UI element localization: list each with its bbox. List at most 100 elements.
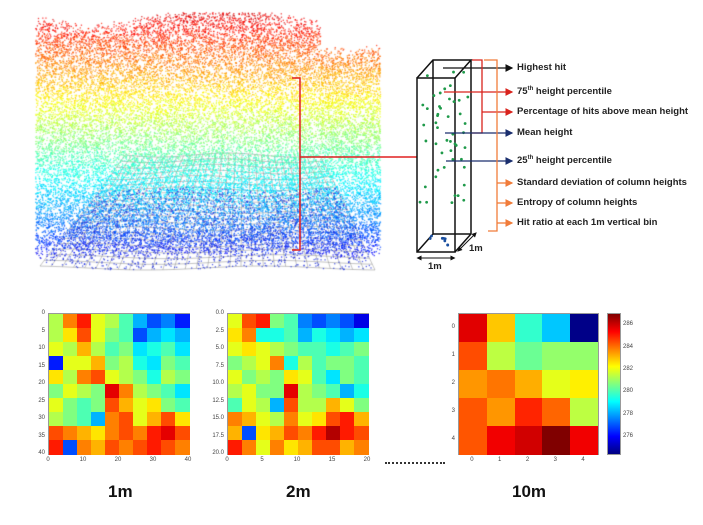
label-75th-percentile: 75th height percentile xyxy=(517,86,612,97)
x-tick-label: 2 xyxy=(525,457,530,463)
heatmap-cell xyxy=(119,314,134,329)
heatmap-2m xyxy=(227,313,369,455)
heatmap-cell xyxy=(105,370,120,385)
ground-point xyxy=(443,239,447,243)
x-tick-label: 1 xyxy=(498,457,502,463)
heatmap-cell xyxy=(119,356,134,371)
y-tick-label: 5 xyxy=(41,327,45,334)
x-tick-label: 10 xyxy=(79,457,87,463)
heatmap-cell xyxy=(228,328,243,343)
heatmap-cell xyxy=(91,342,106,357)
lidar-point-cloud xyxy=(30,0,400,280)
y-tick-label: 35 xyxy=(38,432,45,439)
heatmap-cell xyxy=(340,314,355,329)
column-point xyxy=(453,194,457,198)
y-tick-label: 0 xyxy=(41,310,45,316)
heatmap-cell xyxy=(312,384,327,399)
heatmap-cell xyxy=(175,398,190,413)
column-point xyxy=(462,183,466,187)
heatmap-cell xyxy=(133,356,148,371)
label-highest-hit: Highest hit xyxy=(517,62,567,73)
heatmap-cell xyxy=(63,356,78,371)
heatmap-cell xyxy=(161,426,176,441)
heatmap-cell xyxy=(77,398,92,413)
heatmap-cell xyxy=(326,398,341,413)
heatmap-cell xyxy=(284,398,299,413)
column-point xyxy=(450,201,454,205)
heatmap-cell xyxy=(133,412,148,427)
heatmap-cell xyxy=(284,412,299,427)
label-25th-sup: th xyxy=(527,155,534,161)
column-diagram xyxy=(292,59,514,261)
heatmap-cell xyxy=(570,370,599,399)
column-point xyxy=(449,149,453,153)
column-point xyxy=(438,91,442,95)
label-pct-above-mean: Percentage of hits above mean height xyxy=(517,106,689,117)
heatmap-cell xyxy=(147,398,162,413)
heatmap-cell xyxy=(354,314,369,329)
label-25th-percentile: 25th height percentile xyxy=(517,155,612,166)
heatmap-cell xyxy=(228,412,243,427)
heatmap-cell xyxy=(63,314,78,329)
column-point xyxy=(422,123,426,127)
heatmap-cell xyxy=(354,412,369,427)
heatmap-cell xyxy=(119,412,134,427)
heatmap-cell xyxy=(91,328,106,343)
heatmap-cell xyxy=(298,426,313,441)
heatmap-cell xyxy=(147,370,162,385)
ground-point xyxy=(428,237,432,240)
column-points xyxy=(418,70,470,247)
heatmap-cell xyxy=(49,328,64,343)
column-point xyxy=(425,107,429,111)
y-tick-label: 40 xyxy=(38,450,45,456)
x-tick-label: 10 xyxy=(293,457,301,463)
heatmap-cell xyxy=(175,370,190,385)
heatmap-cell xyxy=(49,426,64,441)
heatmap-cell xyxy=(570,314,599,343)
heatmap-cell xyxy=(161,370,176,385)
column-point xyxy=(452,100,456,104)
y-tick-label: 1 xyxy=(451,352,455,358)
x-tick-label: 0 xyxy=(470,457,474,463)
label-75th-number: 75 xyxy=(517,86,528,98)
ground-point xyxy=(442,236,446,240)
heatmap-cell xyxy=(340,328,355,343)
heatmap-cell xyxy=(147,440,162,455)
heatmap-cell xyxy=(105,412,120,427)
column-point xyxy=(424,139,428,143)
heatmap-cell xyxy=(175,314,190,329)
heatmap-cell xyxy=(298,342,313,357)
y-tick-label: 15.0 xyxy=(212,415,224,421)
y-tick-label: 25 xyxy=(38,397,45,404)
heatmap-cell xyxy=(119,342,134,357)
x-tick-label: 4 xyxy=(581,457,585,463)
heatmap-cell xyxy=(49,440,64,455)
heatmap-cell xyxy=(133,398,148,413)
heatmap-cell xyxy=(298,314,313,329)
heatmap-cell xyxy=(340,370,355,385)
heatmap-cell xyxy=(91,370,106,385)
x-tick-label: 20 xyxy=(363,457,371,463)
heatmap-cell xyxy=(228,384,243,399)
heatmap-cell xyxy=(119,398,134,413)
heatmap-cell xyxy=(91,440,106,455)
heatmap-cell xyxy=(486,426,516,455)
heatmap-cell xyxy=(105,398,120,413)
column-point xyxy=(438,105,441,108)
heatmap-cell xyxy=(77,370,92,385)
heatmap-cell xyxy=(119,384,134,399)
heatmap-cell xyxy=(354,426,369,441)
heatmap-cell xyxy=(242,342,257,357)
y-tick-label: 17.5 xyxy=(212,432,224,439)
label-std-dev: Standard deviation of column heights xyxy=(517,177,687,188)
heatmap-10m xyxy=(458,313,599,455)
heatmap-cell xyxy=(133,342,148,357)
heatmap-cell xyxy=(256,370,271,385)
heatmap-cell xyxy=(340,398,355,413)
heatmap-cell xyxy=(49,314,64,329)
heatmap-cell xyxy=(242,384,257,399)
heatmap-cell xyxy=(486,342,516,371)
heatmap-cell xyxy=(312,412,327,427)
heatmap-cell xyxy=(242,440,257,455)
